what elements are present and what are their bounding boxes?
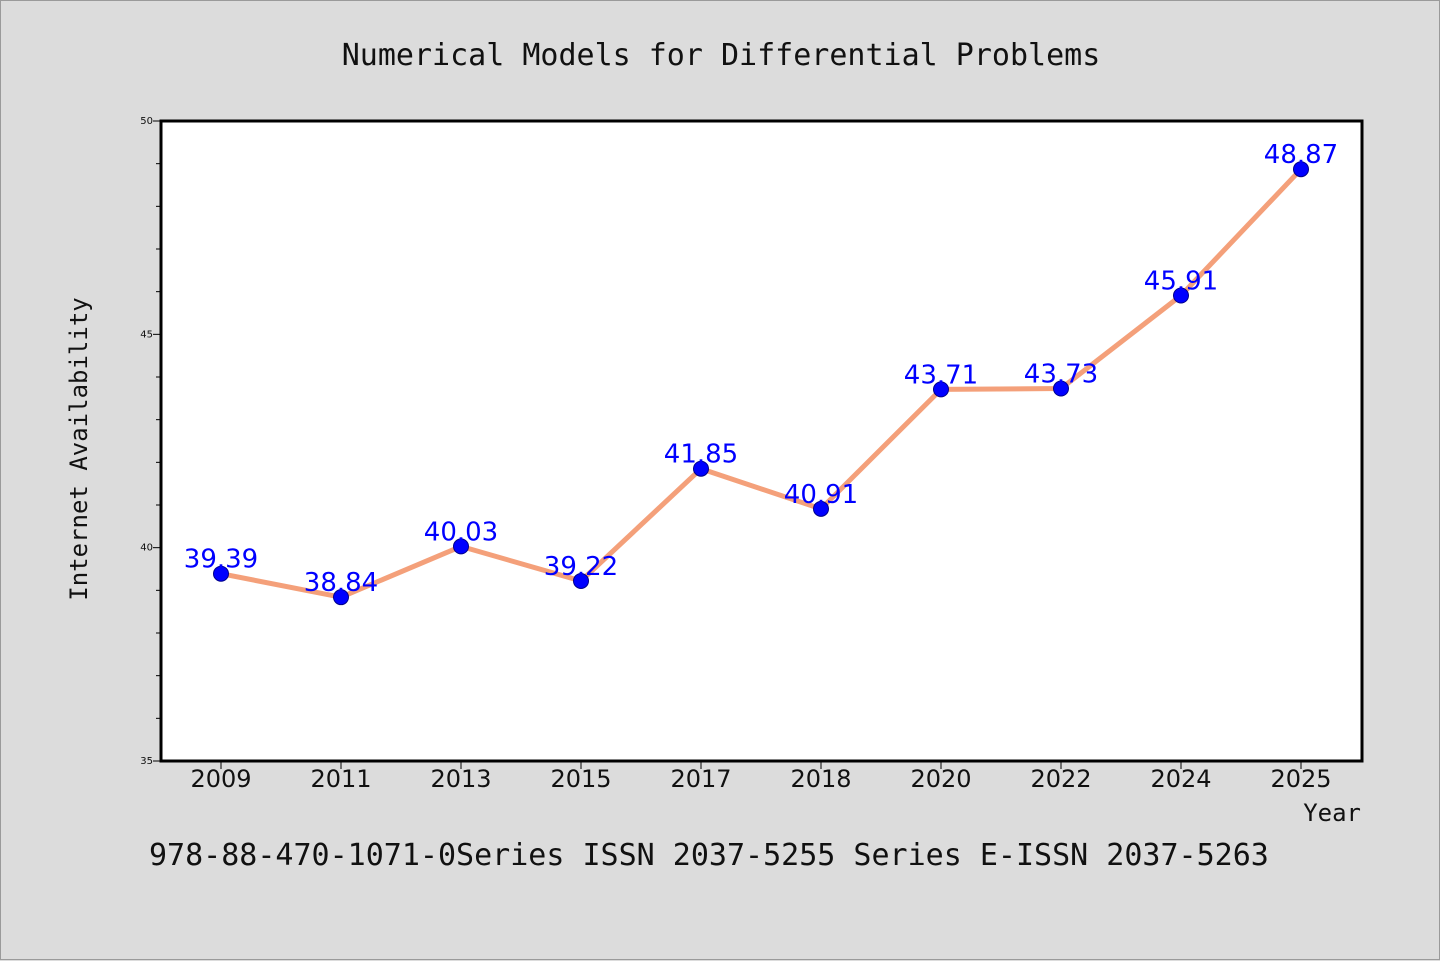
- data-label: 40.03: [424, 517, 498, 547]
- x-tick-label: 2011: [310, 765, 371, 793]
- x-tick-label: 2018: [790, 765, 851, 793]
- footer-isbn-issn: 978-88-470-1071-0Series ISSN 2037-5255 S…: [149, 838, 1269, 873]
- x-axis: 2009 2011 2013 2015 2017 2018 2020 2022 2024 2025: [190, 761, 1332, 793]
- data-label: 39.39: [184, 545, 258, 575]
- y-axis: 35 40 45 50: [140, 116, 161, 767]
- data-label: 43.71: [904, 360, 978, 390]
- y-tick-label: 45: [140, 329, 153, 340]
- data-point: [573, 572, 589, 589]
- x-tick-label: 2015: [550, 765, 611, 793]
- x-tick-label: 2013: [430, 765, 491, 793]
- data-label: 43.73: [1024, 360, 1098, 390]
- data-label: 41.85: [664, 440, 738, 470]
- data-point: [333, 589, 349, 606]
- y-tick-label: 50: [140, 116, 153, 127]
- data-label: 39.22: [544, 552, 618, 582]
- data-label: 48.87: [1264, 140, 1338, 170]
- x-tick-label: 2024: [1150, 765, 1211, 793]
- data-point: [693, 460, 709, 477]
- series-line: [220, 167, 1303, 600]
- data-label: 45.91: [1144, 267, 1218, 297]
- data-point: [213, 565, 229, 582]
- y-axis-label: Internet Availability: [65, 297, 93, 600]
- data-label: 38.84: [304, 568, 378, 598]
- series-line-group: [220, 167, 1303, 600]
- x-tick-label: 2020: [910, 765, 971, 793]
- data-label: 40.91: [784, 480, 858, 510]
- data-point: [453, 538, 469, 555]
- x-tick-label: 2025: [1270, 765, 1331, 793]
- x-tick-label: 2009: [190, 765, 251, 793]
- plot-area: [159, 119, 1364, 763]
- data-point: [1173, 287, 1189, 304]
- data-point: [1293, 161, 1309, 178]
- data-labels: 39.39 38.84 40.03 39.22 41.85 40.91 43.71 43.73…: [184, 140, 1338, 598]
- chart-title: Numerical Models for Differential Proble…: [342, 38, 1101, 73]
- data-point: [813, 500, 829, 517]
- x-tick-label: 2017: [670, 765, 731, 793]
- x-axis-label: Year: [1303, 799, 1361, 827]
- y-tick-label: 35: [140, 756, 153, 767]
- data-points: [213, 161, 1309, 606]
- data-point: [933, 381, 949, 398]
- data-point: [1053, 380, 1069, 397]
- x-tick-label: 2022: [1030, 765, 1091, 793]
- y-tick-label: 40: [140, 543, 153, 554]
